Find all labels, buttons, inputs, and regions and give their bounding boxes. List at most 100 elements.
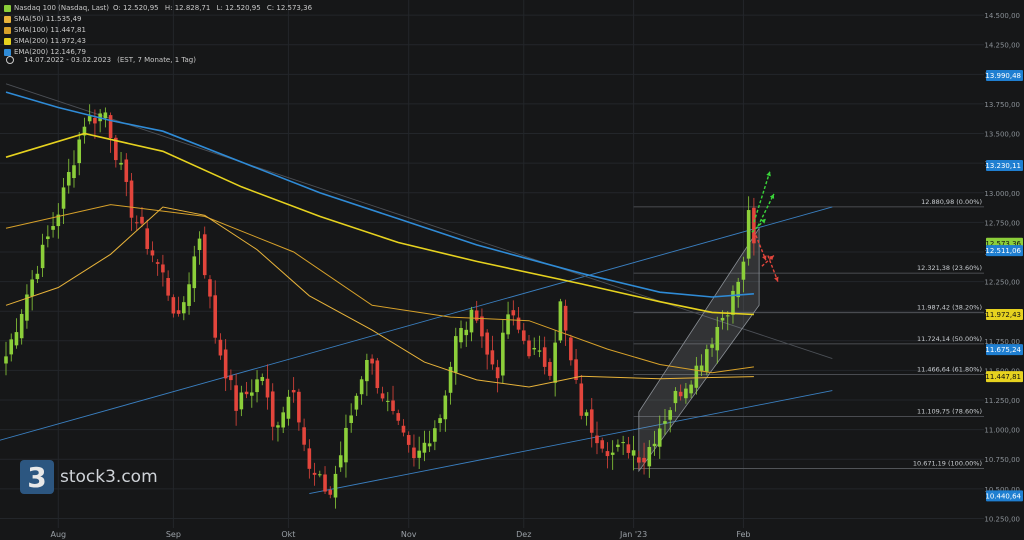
candle-body — [234, 385, 238, 411]
legend-sma200[interactable]: SMA(200) 11.972,43 — [4, 36, 316, 47]
candle-body — [82, 126, 87, 136]
sma100-value: 11.447,81 — [50, 26, 86, 34]
ema200-swatch — [4, 49, 11, 56]
price-badge-bg — [986, 160, 1023, 172]
candle-body — [569, 337, 573, 361]
y-tick-label: 11.000,00 — [984, 427, 1020, 435]
x-tick-label: Sep — [166, 530, 181, 539]
stock3-logo-icon: 3 — [20, 460, 54, 494]
candle-body — [93, 117, 97, 124]
candle-body — [46, 236, 50, 240]
y-tick-label: 11.750,00 — [984, 338, 1020, 346]
y-tick-label: 12.750,00 — [984, 219, 1020, 227]
candle-body — [129, 180, 134, 218]
candle-body — [595, 435, 599, 444]
candle-body — [208, 279, 212, 297]
candle-body — [250, 392, 254, 396]
legend-sma100[interactable]: SMA(100) 11.447,81 — [4, 25, 316, 36]
price-badge-label: 13.990,48 — [985, 72, 1021, 80]
candle-body — [626, 444, 631, 453]
legend-ema200[interactable]: EMA(200) 12.146,79 — [4, 47, 316, 58]
period-text: (EST, 7 Monate, 1 Tag) — [117, 56, 196, 64]
candle-body — [412, 447, 416, 459]
y-tick-label: 10.750,00 — [984, 456, 1020, 464]
candle-body — [448, 366, 453, 393]
candle-body — [558, 301, 563, 341]
candle-body — [333, 473, 338, 498]
chart-legend: Nasdaq 100 (Nasdaq, Last) O: 12.520,95 H… — [4, 3, 316, 58]
candle-body — [689, 384, 693, 394]
candle-body — [344, 427, 348, 463]
candle-body — [480, 316, 484, 337]
candle-body — [176, 310, 181, 314]
candle-body — [385, 400, 390, 402]
candle-body — [663, 421, 667, 424]
candle-body — [506, 314, 510, 335]
candle-body — [459, 328, 463, 343]
candle-body — [312, 472, 317, 475]
candle-body — [731, 290, 735, 315]
candle-body — [30, 279, 34, 297]
sma50-swatch — [4, 16, 11, 23]
candle-body — [391, 400, 395, 411]
price-badge: 10.440,64 — [985, 490, 1023, 502]
candle-body — [297, 391, 301, 423]
x-tick-label: Aug — [50, 530, 66, 539]
candle-body — [66, 172, 71, 186]
price-badge-label: 11.447,81 — [985, 373, 1021, 381]
y-tick-label: 10.500,00 — [984, 486, 1020, 494]
ohlc-values: O: 12.520,95 H: 12.828,71 L: 12.520,95 C… — [113, 3, 316, 14]
brand-logo: 3 stock3.com — [20, 460, 158, 494]
candle-body — [134, 222, 139, 224]
price-badge-label: 12.573,36 — [985, 240, 1021, 248]
candle-body — [443, 395, 448, 420]
y-tick-label: 13.000,00 — [984, 190, 1020, 198]
candle-body — [396, 413, 401, 421]
candle-body — [647, 447, 652, 467]
fib-level-label: 11.724,14 (50.00%) — [917, 335, 982, 343]
candle-body — [725, 315, 730, 317]
candle-body — [182, 302, 186, 314]
price-badge: 11.972,43 — [985, 308, 1023, 320]
candle-body — [678, 391, 683, 397]
candle-body — [302, 427, 306, 445]
fib-level-label: 11.109,75 (78.60%) — [917, 408, 982, 416]
legend-sma50[interactable]: SMA(50) 11.535,49 — [4, 14, 316, 25]
candle-body — [270, 391, 275, 427]
candle-body — [213, 295, 217, 338]
candle-body — [171, 297, 176, 314]
candle-body — [495, 367, 500, 379]
sma50-label: SMA(50) — [14, 15, 44, 23]
candle-body — [605, 451, 610, 457]
candle-body — [260, 377, 265, 381]
trendline — [5, 83, 833, 359]
candle-body — [114, 137, 118, 161]
brand-name: stock3.com — [60, 467, 158, 487]
candle-body — [668, 410, 673, 420]
bull-projection-arrow — [757, 193, 775, 227]
y-tick-label: 10.250,00 — [984, 515, 1020, 523]
candle-body — [527, 340, 531, 357]
candle-body — [108, 115, 113, 139]
candle-body — [401, 425, 406, 433]
candle-body — [281, 412, 285, 428]
candle-body — [438, 418, 442, 424]
candle-body — [286, 396, 291, 419]
y-tick-label: 12.250,00 — [984, 279, 1020, 287]
fib-level-label: 12.880,98 (0.00%) — [921, 198, 982, 206]
candle-body — [87, 116, 92, 122]
y-tick-label: 13.750,00 — [984, 101, 1020, 109]
candle-body — [338, 455, 343, 468]
candle-body — [14, 332, 19, 346]
candle-body — [124, 159, 129, 182]
candle-body — [244, 391, 249, 395]
date-range-text: 14.07.2022 - 03.02.2023 — [24, 56, 112, 64]
sma200-swatch — [4, 38, 11, 45]
candle-body — [155, 262, 160, 264]
sma100-line — [5, 204, 754, 374]
candle-body — [542, 347, 547, 367]
sma200-line — [5, 132, 754, 316]
candle-body — [255, 379, 259, 393]
